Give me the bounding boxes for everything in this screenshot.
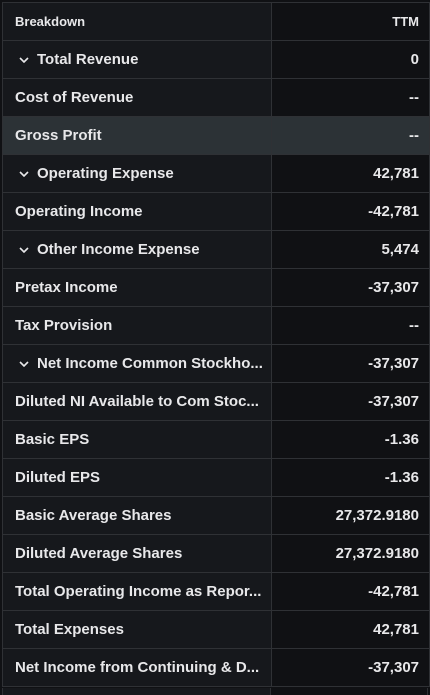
table-next-row-partial — [2, 688, 428, 695]
partial-row-value-cell — [271, 688, 428, 695]
table-header: Breakdown TTM — [3, 2, 429, 41]
row-label-cell[interactable]: Operating Expense — [3, 155, 272, 192]
row-label: Cost of Revenue — [3, 79, 272, 116]
row-value: 0 — [272, 41, 429, 78]
row-diluted-ni: Diluted NI Available to Com Stoc... -37,… — [3, 383, 429, 421]
chevron-down-icon[interactable] — [17, 243, 31, 257]
row-value: -37,307 — [272, 269, 429, 306]
row-value: 27,372.9180 — [272, 535, 429, 572]
row-value: 27,372.9180 — [272, 497, 429, 534]
row-diluted-eps: Diluted EPS -1.36 — [3, 459, 429, 497]
row-value: -37,307 — [272, 649, 429, 686]
row-value: 42,781 — [272, 611, 429, 648]
row-cost-of-revenue: Cost of Revenue -- — [3, 79, 429, 117]
row-basic-average-shares: Basic Average Shares 27,372.9180 — [3, 497, 429, 535]
row-other-income-expense[interactable]: Other Income Expense 5,474 — [3, 231, 429, 269]
row-label: Other Income Expense — [37, 241, 200, 258]
row-value: -- — [272, 117, 429, 154]
row-net-income-continuing: Net Income from Continuing & D... -37,30… — [3, 649, 429, 687]
row-value: -1.36 — [272, 459, 429, 496]
chevron-down-icon[interactable] — [17, 53, 31, 67]
row-label: Basic EPS — [3, 421, 272, 458]
row-value: -1.36 — [272, 421, 429, 458]
row-label-cell[interactable]: Net Income Common Stockho... — [3, 345, 272, 382]
row-label: Operating Income — [3, 193, 272, 230]
row-tax-provision: Tax Provision -- — [3, 307, 429, 345]
row-value: -37,307 — [272, 383, 429, 420]
chevron-down-icon[interactable] — [17, 167, 31, 181]
row-basic-eps: Basic EPS -1.36 — [3, 421, 429, 459]
row-value: -37,307 — [272, 345, 429, 382]
row-label: Tax Provision — [3, 307, 272, 344]
row-label: Total Revenue — [37, 51, 139, 68]
row-value: -42,781 — [272, 193, 429, 230]
row-value: -- — [272, 79, 429, 116]
row-gross-profit: Gross Profit -- — [3, 117, 429, 155]
row-value: -42,781 — [272, 573, 429, 610]
row-label: Diluted EPS — [3, 459, 272, 496]
row-total-expenses: Total Expenses 42,781 — [3, 611, 429, 649]
row-total-revenue[interactable]: Total Revenue 0 — [3, 41, 429, 79]
row-label: Net Income Common Stockho... — [37, 355, 263, 372]
row-label: Total Expenses — [3, 611, 272, 648]
row-label: Diluted NI Available to Com Stoc... — [3, 383, 272, 420]
row-label: Basic Average Shares — [3, 497, 272, 534]
row-value: 5,474 — [272, 231, 429, 268]
row-label: Gross Profit — [3, 117, 272, 154]
row-net-income-common[interactable]: Net Income Common Stockho... -37,307 — [3, 345, 429, 383]
breakdown-header: Breakdown — [3, 3, 272, 40]
row-total-operating-income-reported: Total Operating Income as Repor... -42,7… — [3, 573, 429, 611]
row-pretax-income: Pretax Income -37,307 — [3, 269, 429, 307]
row-label-cell[interactable]: Total Revenue — [3, 41, 272, 78]
row-label: Pretax Income — [3, 269, 272, 306]
row-label: Net Income from Continuing & D... — [3, 649, 272, 686]
row-label: Total Operating Income as Repor... — [3, 573, 272, 610]
chevron-down-icon[interactable] — [17, 357, 31, 371]
row-operating-income: Operating Income -42,781 — [3, 193, 429, 231]
row-label: Diluted Average Shares — [3, 535, 272, 572]
ttm-header[interactable]: TTM — [272, 3, 429, 40]
row-label: Operating Expense — [37, 165, 174, 182]
partial-row-label-cell — [2, 688, 271, 695]
row-diluted-average-shares: Diluted Average Shares 27,372.9180 — [3, 535, 429, 573]
row-label-cell[interactable]: Other Income Expense — [3, 231, 272, 268]
row-value: -- — [272, 307, 429, 344]
row-operating-expense[interactable]: Operating Expense 42,781 — [3, 155, 429, 193]
row-value: 42,781 — [272, 155, 429, 192]
